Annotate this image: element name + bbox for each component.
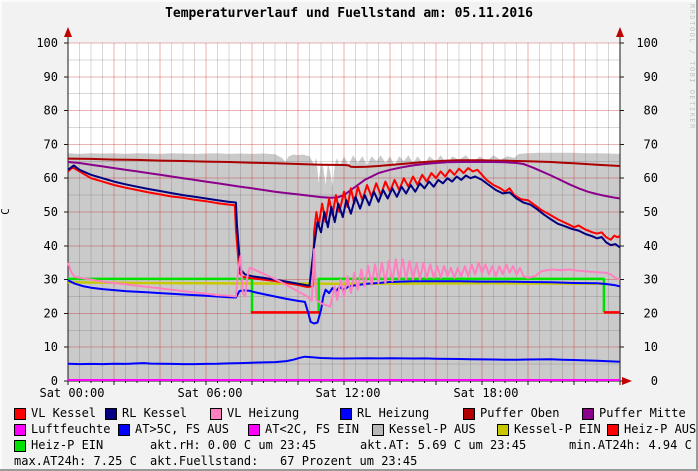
- y-tick-label-left: 50: [44, 205, 58, 219]
- legend-label: Heiz-P EIN: [31, 438, 104, 452]
- y-tick-label-right: 60: [644, 171, 658, 185]
- y-axis-unit-label: C: [0, 208, 12, 215]
- legend-label: AT>5C, FS AUS: [135, 422, 229, 436]
- y-tick-label-right: 0: [651, 374, 658, 388]
- y-tick-label-left: 20: [44, 306, 58, 320]
- legend-color-swatch: [105, 407, 117, 420]
- y-tick-label-right: 10: [644, 340, 658, 354]
- x-tick-label: Sat 12:00: [315, 386, 380, 400]
- legend-label: akt.Fuellstand: 67 Prozent um 23:45: [150, 454, 418, 468]
- legend-label: min.AT24h: 4.94 C: [569, 438, 692, 452]
- legend-color-swatch: [210, 407, 222, 420]
- series-vl-heizung: [67, 248, 621, 308]
- y-tick-label-left: 10: [44, 340, 58, 354]
- legend-item: Kessel-P AUS: [372, 423, 476, 436]
- fuellstand-area: [68, 152, 620, 381]
- legend-label: VL Kessel: [31, 406, 97, 420]
- tick-labels: 0 0 10 10 20 20 30 30 40 40 50 50 60 60 70 70 80 80 90 90 10…: [36, 36, 658, 400]
- legend-label: VL Heizung: [227, 406, 300, 420]
- series-at-aussentemperatur: [67, 355, 621, 366]
- series-puffer-oben: [67, 157, 621, 168]
- legend-item: max.AT24h: 7.25 C: [14, 455, 137, 468]
- legend-item: Puffer Mitte: [582, 407, 686, 420]
- y-tick-label-right: 30: [644, 273, 658, 287]
- rrdtool-watermark: RRDTOOL / TOBI OETIKER: [688, 4, 696, 130]
- legend-label: AT<2C, FS EIN: [265, 422, 359, 436]
- legend-item: akt.Fuellstand: 67 Prozent um 23:45: [150, 455, 417, 468]
- legend-label: Kessel-P EIN: [514, 422, 601, 436]
- y-tick-label-right: 90: [644, 70, 658, 84]
- legend-item: Luftfeuchte: [14, 423, 110, 436]
- x-axis-arrow: [622, 377, 632, 385]
- legend-color-swatch: [463, 407, 475, 420]
- legend-label: RL Heizung: [357, 406, 430, 420]
- y-tick-label-right: 20: [644, 306, 658, 320]
- x-tick-label: Sat 06:00: [177, 386, 242, 400]
- legend-label: Heiz-P AUS: [624, 422, 697, 436]
- legend-item: Heiz-P AUS: [607, 423, 696, 436]
- legend-item: AT>5C, FS AUS: [118, 423, 229, 436]
- x-tick-label: Sat 18:00: [453, 386, 518, 400]
- y-axis-arrow-left: [64, 27, 72, 37]
- legend-item: akt.AT: 5.69 C um 23:45: [360, 439, 526, 452]
- series-vl-kessel: [67, 166, 621, 288]
- legend-item: min.AT24h: 4.94 C: [569, 439, 692, 452]
- legend-color-swatch: [607, 423, 619, 436]
- y-tick-label-left: 30: [44, 273, 58, 287]
- y-tick-label-right: 70: [644, 137, 658, 151]
- legend-label: RL Kessel: [122, 406, 188, 420]
- series-rl-kessel: [67, 164, 621, 287]
- legend-color-swatch: [118, 423, 130, 436]
- series-kessel-p-ein: [67, 281, 604, 285]
- series-puffer-mitte: [67, 161, 621, 200]
- y-tick-label-left: 60: [44, 171, 58, 185]
- legend-color-swatch: [372, 423, 384, 436]
- legend-label: Puffer Oben: [480, 406, 560, 420]
- series-heiz-p-ein: [317, 277, 606, 313]
- legend-color-swatch: [14, 423, 26, 436]
- y-axis-arrow-right: [616, 27, 624, 37]
- y-tick-label-left: 100: [36, 36, 58, 50]
- legend-label: akt.AT: 5.69 C um 23:45: [360, 438, 527, 452]
- axis-arrows: [64, 27, 632, 385]
- y-tick-label-left: 80: [44, 104, 58, 118]
- chart-title: Temperaturverlauf und Fuellstand am: 05.…: [165, 6, 533, 21]
- x-tick-label: Sat 00:00: [39, 386, 104, 400]
- legend-item: RL Heizung: [340, 407, 429, 420]
- legend-item: VL Heizung: [210, 407, 299, 420]
- legend-label: Luftfeuchte: [31, 422, 111, 436]
- y-tick-label-left: 90: [44, 70, 58, 84]
- y-tick-label-left: 40: [44, 239, 58, 253]
- legend-label: max.AT24h: 7.25 C: [14, 454, 137, 468]
- legend-item: Puffer Oben: [463, 407, 559, 420]
- legend-color-swatch: [582, 407, 594, 420]
- legend-item: VL Kessel: [14, 407, 96, 420]
- legend-item: Heiz-P EIN: [14, 439, 103, 452]
- legend-color-swatch: [340, 407, 352, 420]
- legend-label: akt.rH: 0.00 C um 23:45: [150, 438, 317, 452]
- legend-label: Kessel-P AUS: [389, 422, 476, 436]
- y-tick-label-left: 70: [44, 137, 58, 151]
- legend-item: akt.rH: 0.00 C um 23:45: [150, 439, 316, 452]
- legend-item: AT<2C, FS EIN: [248, 423, 359, 436]
- chart-plot: 0 0 10 10 20 20 30 30 40 40 50 50 60 60 70 70 80 80 90 90 10…: [36, 27, 658, 400]
- y-tick-label-right: 40: [644, 239, 658, 253]
- legend-color-swatch: [14, 439, 26, 452]
- y-tick-label-right: 80: [644, 104, 658, 118]
- legend-item: Kessel-P EIN: [497, 423, 601, 436]
- legend-color-swatch: [14, 407, 26, 420]
- legend-label: Puffer Mitte: [599, 406, 686, 420]
- y-tick-label-right: 50: [644, 205, 658, 219]
- legend-item: RL Kessel: [105, 407, 187, 420]
- y-tick-label-right: 100: [636, 36, 658, 50]
- y-tick-label-left: 0: [51, 374, 58, 388]
- legend-color-swatch: [248, 423, 260, 436]
- series-rl-heizung: [67, 279, 621, 325]
- legend-color-swatch: [497, 423, 509, 436]
